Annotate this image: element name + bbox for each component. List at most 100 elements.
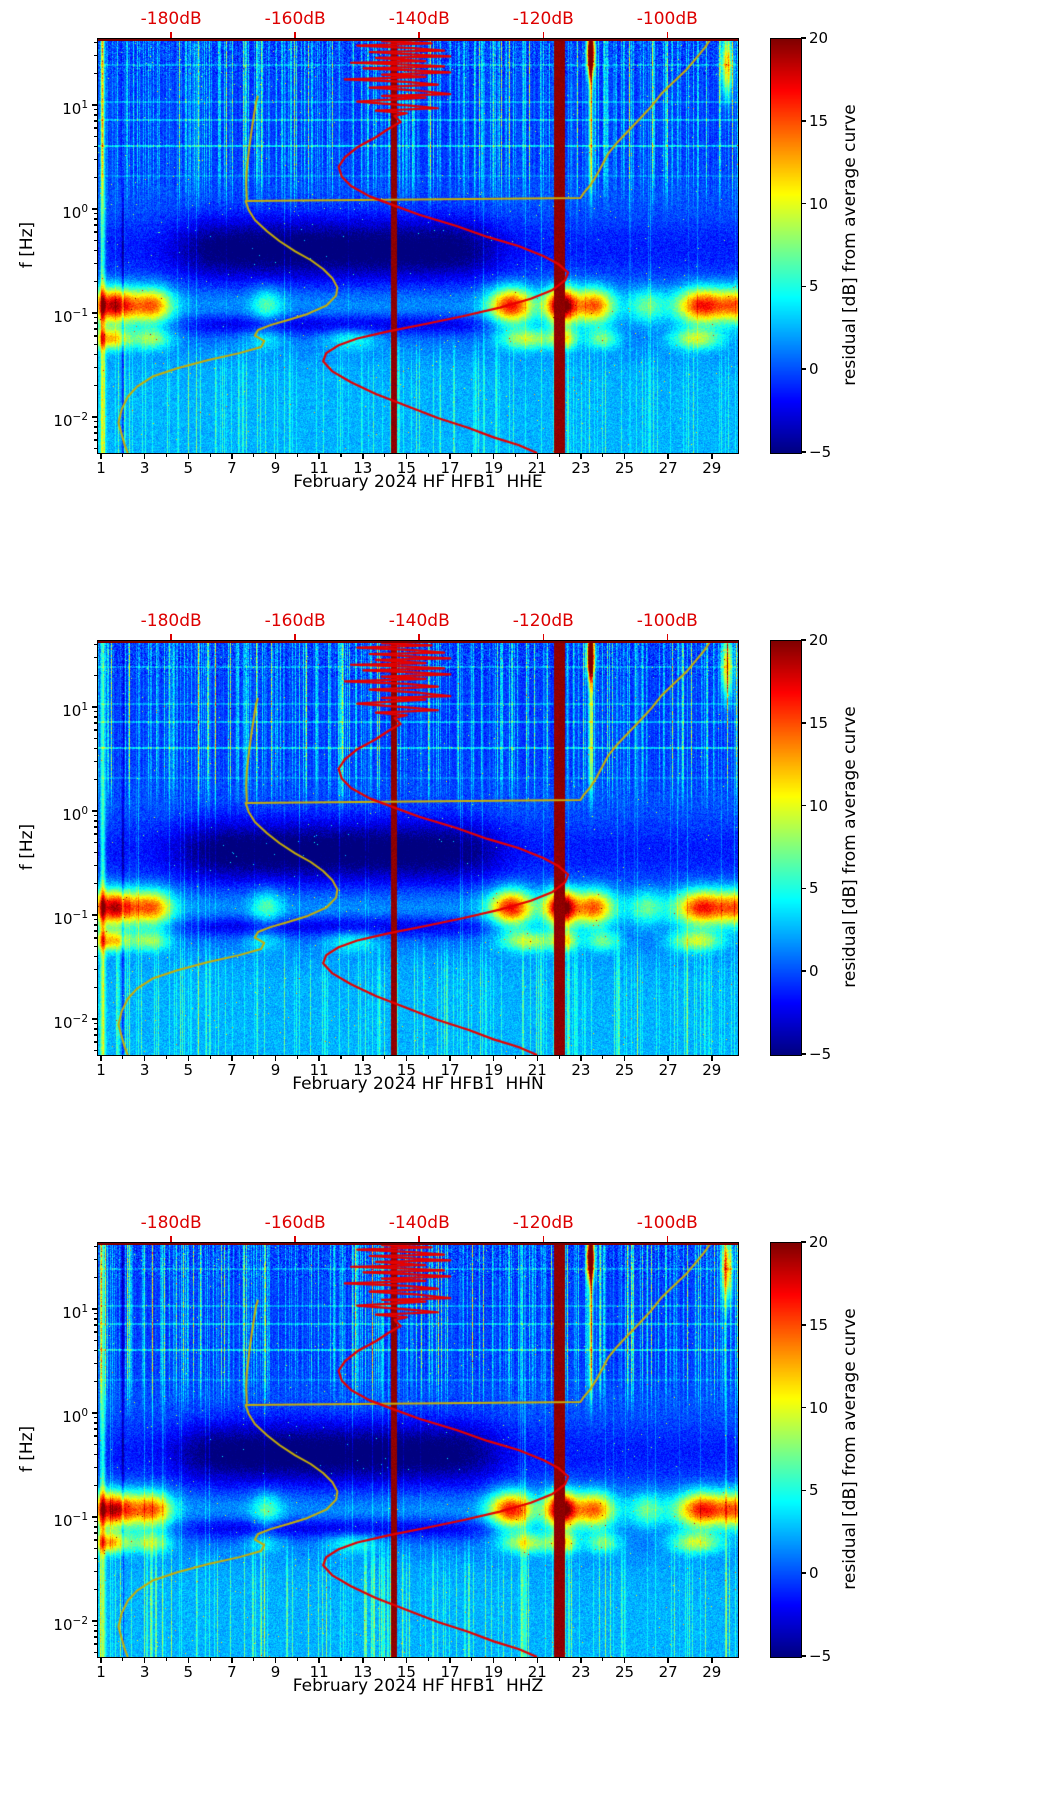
y-minor-tick bbox=[94, 177, 97, 179]
y-minor-tick bbox=[94, 1570, 97, 1572]
top-axis-tick bbox=[294, 634, 296, 640]
y-tick-label: 10−1 bbox=[53, 306, 88, 326]
x-minor-tick bbox=[165, 454, 168, 457]
y-minor-tick bbox=[94, 317, 97, 319]
x-tick-label: 19 bbox=[484, 459, 504, 477]
y-minor-tick bbox=[94, 1049, 97, 1051]
y-minor-tick bbox=[94, 1526, 97, 1528]
x-tick bbox=[274, 1658, 277, 1663]
x-minor-tick bbox=[602, 1056, 604, 1059]
colorbar-tick bbox=[801, 804, 806, 807]
y-minor-tick bbox=[94, 1381, 97, 1383]
y-minor-tick bbox=[94, 385, 97, 387]
y-minor-tick bbox=[94, 1034, 97, 1036]
colorbar-tick bbox=[801, 639, 806, 641]
y-minor-tick bbox=[94, 366, 97, 368]
colorbar-tick bbox=[801, 1053, 806, 1055]
y-tick-label: 100 bbox=[62, 202, 88, 222]
colorbar-tick-label: 20 bbox=[809, 1233, 829, 1251]
y-minor-tick bbox=[94, 883, 97, 885]
top-axis-tick-label: -180dB bbox=[140, 611, 202, 631]
top-axis-tick bbox=[170, 634, 172, 640]
y-minor-tick bbox=[94, 1422, 97, 1424]
x-tick-label: 15 bbox=[396, 1663, 416, 1681]
y-minor-tick bbox=[94, 747, 97, 749]
x-tick bbox=[100, 1056, 102, 1061]
spectrogram-canvas bbox=[98, 1243, 738, 1657]
x-tick-label: 9 bbox=[270, 1663, 281, 1681]
x-tick bbox=[187, 1056, 190, 1061]
x-minor-tick bbox=[471, 1658, 473, 1661]
x-tick-label: 7 bbox=[227, 1663, 237, 1681]
colorbar-tick bbox=[801, 368, 806, 370]
y-minor-tick bbox=[94, 54, 97, 56]
x-tick-label: 3 bbox=[139, 1663, 150, 1681]
x-tick-label: 5 bbox=[183, 1663, 194, 1681]
y-minor-tick bbox=[94, 716, 97, 718]
y-minor-tick bbox=[94, 919, 97, 921]
x-tick-label: 23 bbox=[571, 459, 591, 477]
x-tick bbox=[711, 1056, 713, 1061]
x-tick bbox=[187, 454, 190, 459]
y-minor-tick bbox=[94, 711, 97, 713]
spectrogram-canvas bbox=[98, 39, 738, 453]
top-axis-tick bbox=[294, 32, 296, 38]
top-axis-tick bbox=[542, 32, 545, 38]
x-tick-label: 27 bbox=[658, 1663, 678, 1681]
top-axis-tick bbox=[294, 1236, 296, 1242]
top-axis-tick bbox=[170, 32, 172, 38]
x-tick bbox=[492, 454, 495, 459]
y-tick bbox=[92, 1018, 97, 1020]
y-minor-tick bbox=[94, 353, 97, 355]
y-minor-tick bbox=[94, 820, 97, 822]
x-tick bbox=[536, 1056, 539, 1061]
x-tick-label: 25 bbox=[615, 1663, 635, 1681]
y-tick-label: 100 bbox=[62, 1406, 88, 1426]
x-tick-label: 3 bbox=[139, 1061, 150, 1079]
colorbar-tick-label: 10 bbox=[809, 796, 829, 815]
y-minor-tick bbox=[94, 1028, 97, 1030]
x-tick bbox=[231, 1056, 233, 1061]
x-minor-tick bbox=[514, 454, 517, 457]
x-tick-label: 23 bbox=[571, 1061, 591, 1079]
x-tick bbox=[231, 1658, 233, 1663]
x-tick bbox=[405, 1056, 408, 1061]
plot-area bbox=[97, 640, 739, 1056]
x-minor-tick bbox=[427, 454, 429, 457]
y-minor-tick bbox=[94, 1339, 97, 1341]
y-minor-tick bbox=[94, 1435, 97, 1437]
y-tick-label: 10−1 bbox=[53, 1510, 88, 1530]
x-tick bbox=[449, 1658, 451, 1663]
colorbar-tick-label: 5 bbox=[809, 1481, 819, 1500]
y-minor-tick bbox=[94, 343, 97, 345]
top-axis-tick-label: -160dB bbox=[264, 1213, 326, 1233]
x-tick-label: 9 bbox=[270, 459, 281, 477]
x-tick-label: 7 bbox=[227, 1061, 237, 1079]
y-minor-tick bbox=[94, 213, 97, 215]
x-tick bbox=[362, 1658, 364, 1663]
x-tick-label: 1 bbox=[96, 1663, 106, 1681]
y-minor-tick bbox=[94, 322, 97, 324]
colorbar-tick-label: 15 bbox=[809, 111, 829, 130]
top-axis-tick-label: -160dB bbox=[264, 611, 326, 631]
y-tick bbox=[92, 810, 97, 812]
y-minor-tick bbox=[94, 1630, 97, 1632]
x-minor-tick bbox=[514, 1658, 517, 1661]
y-minor-tick bbox=[94, 224, 97, 226]
x-minor-tick bbox=[122, 1056, 124, 1059]
y-minor-tick bbox=[94, 127, 97, 129]
y-minor-tick bbox=[94, 937, 97, 939]
x-minor-tick bbox=[340, 1056, 342, 1059]
x-tick bbox=[100, 1658, 102, 1663]
x-tick-label: 5 bbox=[183, 459, 194, 477]
colorbar-canvas bbox=[771, 39, 801, 453]
x-tick-label: 17 bbox=[440, 1663, 460, 1681]
x-minor-tick bbox=[122, 454, 124, 457]
top-axis-tick-label: -180dB bbox=[140, 9, 202, 29]
x-tick-label: 13 bbox=[353, 1663, 373, 1681]
y-minor-tick bbox=[94, 675, 97, 677]
colorbar-tick-label: 20 bbox=[809, 631, 829, 649]
colorbar-tick-label: 0 bbox=[809, 1564, 819, 1583]
x-minor-tick bbox=[253, 1658, 255, 1661]
colorbar-tick bbox=[801, 202, 806, 205]
